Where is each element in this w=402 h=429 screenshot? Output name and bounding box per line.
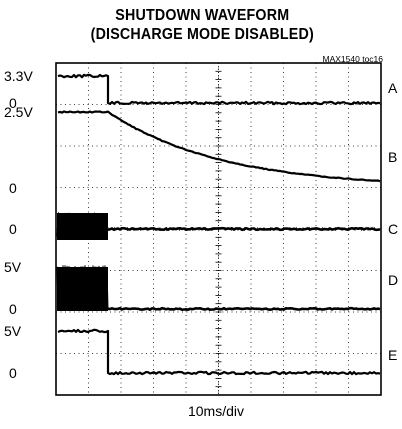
- level-label-b-low: 0: [9, 180, 17, 196]
- level-label-b-high: 2.5V: [4, 104, 33, 120]
- trace-a: [57, 73, 381, 106]
- trace-label-d: D: [388, 272, 398, 288]
- trace-e: [57, 328, 381, 376]
- chart-subtitle: (DISCHARGE MODE DISABLED): [90, 26, 314, 43]
- level-label-e-low: 0: [9, 365, 17, 381]
- plot-frame: [55, 62, 382, 396]
- x-axis-label: 10ms/div: [187, 403, 245, 419]
- scope-traces: [56, 73, 381, 376]
- trace-label-c: C: [388, 221, 398, 237]
- trace-b: [57, 110, 381, 183]
- figure-tag: MAX1540 toc16: [322, 54, 383, 64]
- scope-grid: [55, 62, 382, 395]
- trace-label-a: A: [388, 80, 398, 96]
- trace-c-burst-edge: [56, 212, 107, 239]
- level-label-a-high: 3.3V: [4, 68, 33, 84]
- trace-c: [107, 226, 381, 232]
- level-label-c-low: 0: [9, 221, 17, 237]
- chart-title: SHUTDOWN WAVEFORM: [115, 7, 290, 24]
- trace-label-e: E: [388, 347, 397, 363]
- level-label-d-high: 5V: [4, 259, 22, 275]
- trace-d: [107, 306, 381, 312]
- trace-d-burst-edge: [56, 265, 109, 311]
- trace-label-b: B: [388, 149, 397, 165]
- level-label-d-low: 0: [9, 301, 17, 317]
- level-label-a-low: 0: [9, 95, 17, 111]
- level-label-e-high: 5V: [4, 323, 22, 339]
